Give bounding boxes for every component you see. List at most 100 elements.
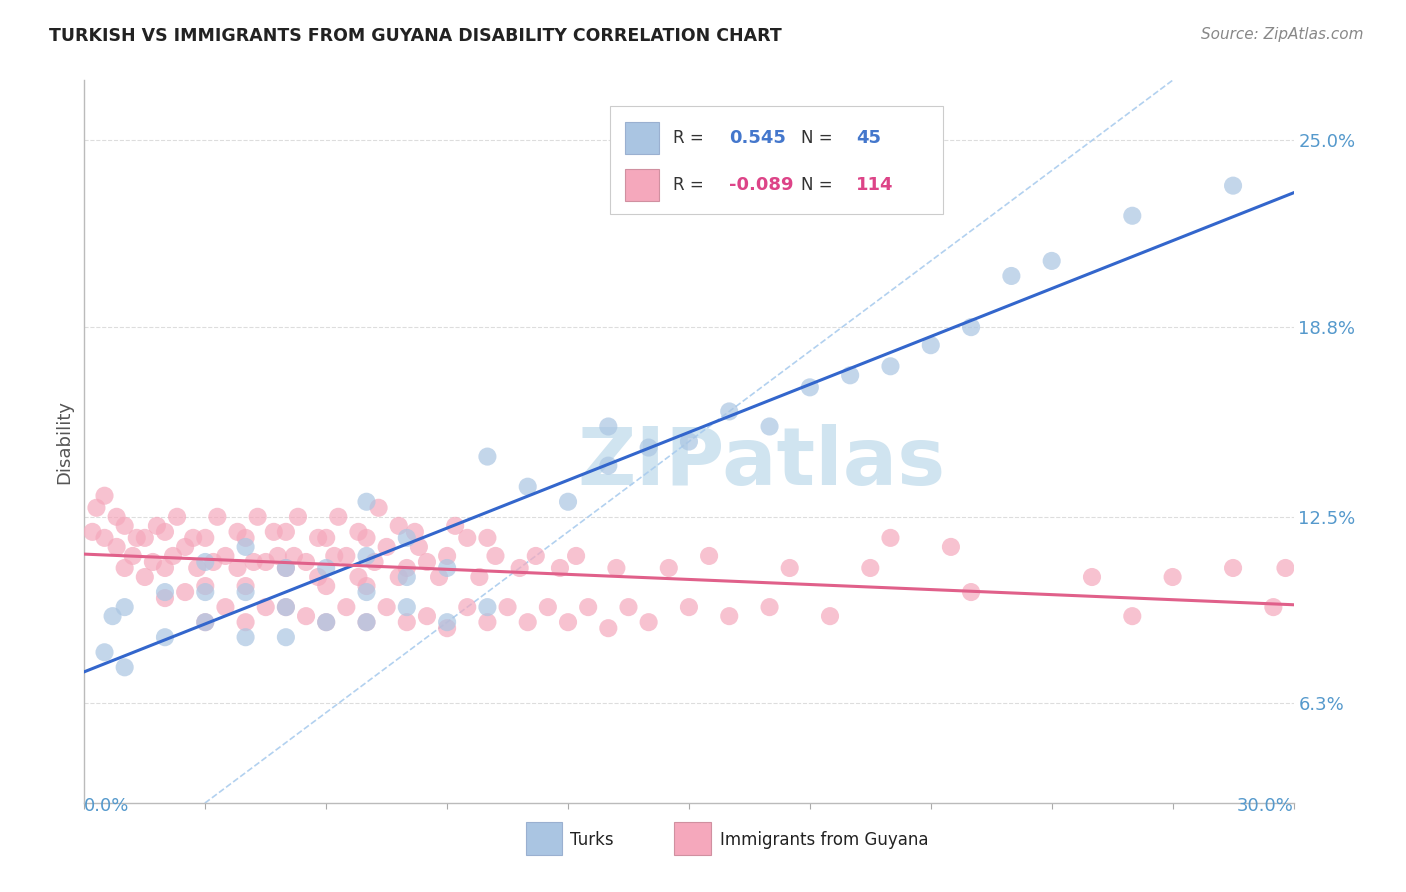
Point	[477, 600, 499, 615]
Point	[548, 561, 571, 575]
Text: TURKISH VS IMMIGRANTS FROM GUYANA DISABILITY CORRELATION CHART: TURKISH VS IMMIGRANTS FROM GUYANA DISABI…	[49, 27, 782, 45]
Point	[356, 494, 378, 508]
Point	[307, 570, 329, 584]
Point	[388, 519, 411, 533]
Point	[395, 570, 418, 584]
Point	[356, 615, 378, 630]
Point	[468, 570, 491, 584]
Point	[395, 600, 418, 615]
Point	[617, 600, 640, 615]
Point	[267, 549, 290, 563]
Point	[598, 621, 620, 635]
Point	[315, 615, 337, 630]
Text: -0.089: -0.089	[728, 176, 793, 194]
Point	[226, 561, 249, 575]
Point	[356, 549, 378, 563]
Point	[779, 561, 801, 575]
Point	[1081, 570, 1104, 584]
Point	[166, 509, 188, 524]
Point	[395, 531, 418, 545]
Point	[1222, 561, 1244, 575]
Point	[295, 609, 318, 624]
Point	[181, 531, 204, 545]
Point	[678, 434, 700, 449]
Point	[235, 540, 257, 554]
Point	[323, 549, 346, 563]
Point	[839, 368, 862, 383]
Text: Source: ZipAtlas.com: Source: ZipAtlas.com	[1201, 27, 1364, 42]
Point	[82, 524, 104, 539]
Point	[194, 555, 217, 569]
Point	[226, 524, 249, 539]
Point	[254, 600, 277, 615]
Text: Immigrants from Guyana: Immigrants from Guyana	[720, 831, 929, 849]
Point	[235, 531, 257, 545]
Point	[356, 579, 378, 593]
Point	[799, 380, 821, 394]
Point	[758, 419, 780, 434]
Point	[367, 500, 389, 515]
Point	[114, 561, 136, 575]
Point	[678, 600, 700, 615]
Point	[1040, 254, 1063, 268]
Point	[565, 549, 588, 563]
Bar	[624, 122, 659, 154]
Point	[375, 600, 398, 615]
Point	[939, 540, 962, 554]
Text: ZIPatlas: ZIPatlas	[578, 425, 946, 502]
Point	[328, 509, 350, 524]
Point	[416, 555, 439, 569]
Point	[477, 531, 499, 545]
Point	[114, 600, 136, 615]
Point	[101, 609, 124, 624]
Point	[718, 404, 741, 418]
Point	[335, 600, 357, 615]
Point	[235, 585, 257, 599]
Point	[235, 615, 257, 630]
Point	[456, 600, 478, 615]
Point	[274, 561, 297, 575]
Point	[194, 579, 217, 593]
Point	[496, 600, 519, 615]
Point	[274, 561, 297, 575]
Point	[598, 419, 620, 434]
Point	[335, 549, 357, 563]
Point	[235, 579, 257, 593]
Point	[356, 585, 378, 599]
Point	[254, 555, 277, 569]
Point	[576, 600, 599, 615]
Point	[436, 561, 458, 575]
Point	[274, 600, 297, 615]
Point	[388, 570, 411, 584]
Point	[375, 540, 398, 554]
Point	[246, 509, 269, 524]
Point	[637, 441, 659, 455]
Point	[718, 609, 741, 624]
Point	[274, 524, 297, 539]
Point	[416, 609, 439, 624]
Point	[347, 524, 370, 539]
Point	[598, 458, 620, 473]
Point	[484, 549, 506, 563]
Point	[315, 561, 337, 575]
Point	[315, 579, 337, 593]
Point	[444, 519, 467, 533]
Point	[1222, 178, 1244, 193]
Point	[818, 609, 841, 624]
Point	[93, 489, 115, 503]
Point	[477, 450, 499, 464]
Point	[436, 549, 458, 563]
Point	[436, 621, 458, 635]
Point	[153, 591, 176, 606]
Point	[114, 660, 136, 674]
Point	[509, 561, 531, 575]
Point	[395, 561, 418, 575]
Point	[295, 555, 318, 569]
Point	[395, 615, 418, 630]
Point	[283, 549, 305, 563]
Point	[524, 549, 547, 563]
Point	[1161, 570, 1184, 584]
Point	[408, 540, 430, 554]
Text: 45: 45	[856, 129, 880, 147]
Point	[960, 585, 983, 599]
